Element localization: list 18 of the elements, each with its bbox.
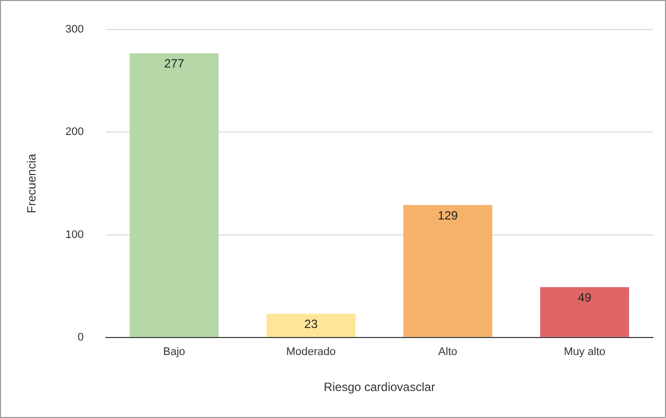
data-label: 49 xyxy=(578,290,592,304)
y-tick-label: 100 xyxy=(65,228,84,241)
bar xyxy=(130,53,219,337)
y-tick-label: 200 xyxy=(65,126,84,138)
x-tick-label: Muy alto xyxy=(564,346,606,358)
x-axis-title: Riesgo cardiovasclar xyxy=(324,380,436,394)
x-tick-label: Moderado xyxy=(286,346,336,358)
data-label: 129 xyxy=(438,208,458,222)
x-tick-label: Bajo xyxy=(163,346,186,358)
data-label: 23 xyxy=(304,317,318,332)
y-tick-label: 0 xyxy=(78,331,84,344)
y-tick-label: 300 xyxy=(65,24,84,36)
data-label: 277 xyxy=(164,56,184,71)
x-tick-label: Alto xyxy=(438,346,458,358)
bar xyxy=(540,287,630,337)
y-axis-title: Frecuencia xyxy=(24,154,39,214)
bar xyxy=(403,205,492,337)
bar xyxy=(266,314,356,337)
